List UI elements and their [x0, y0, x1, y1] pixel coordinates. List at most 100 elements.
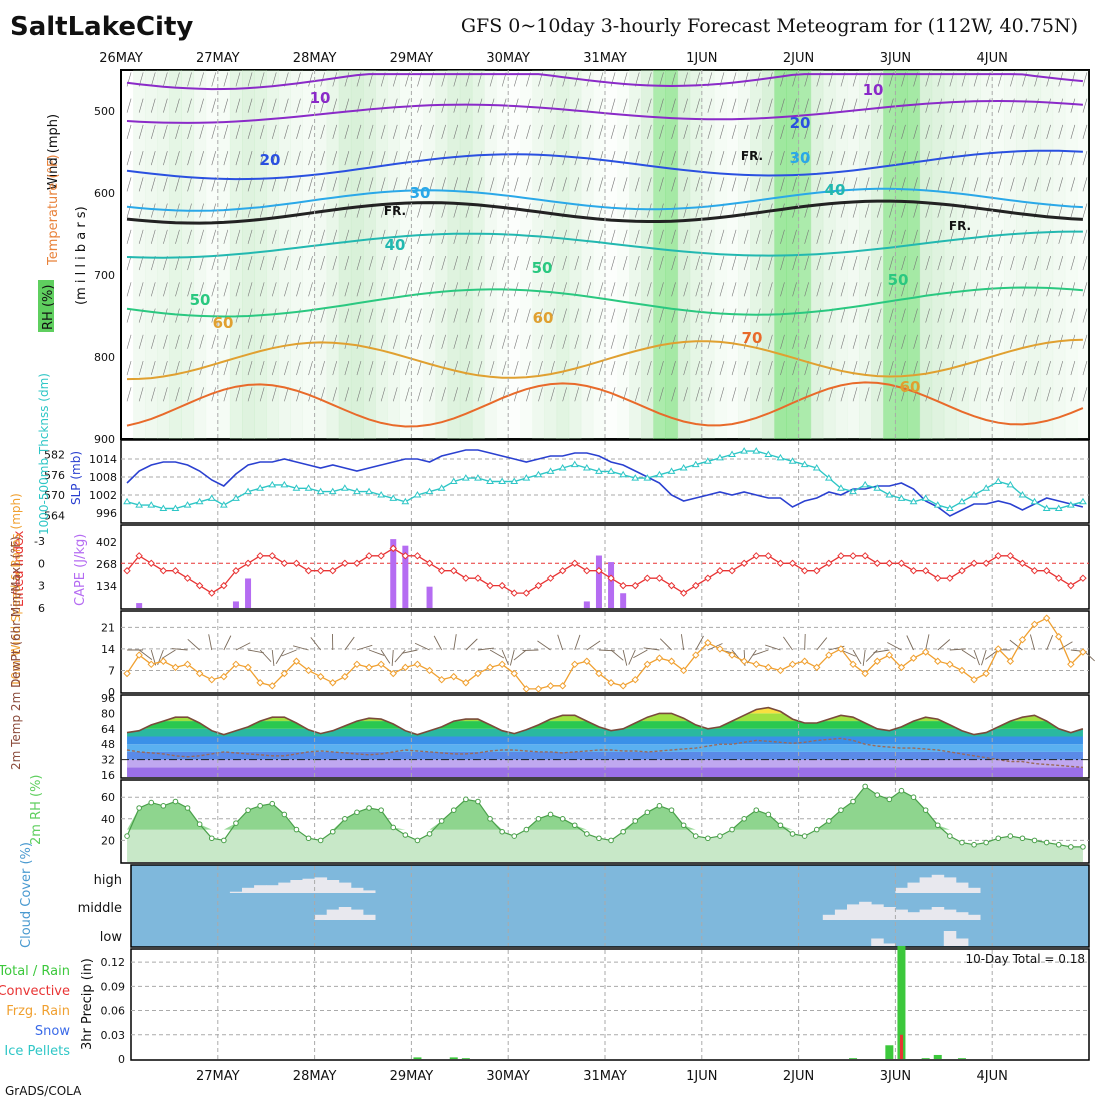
thickness-marker [353, 487, 361, 495]
lifted-index-marker [946, 574, 954, 582]
wind-barb-stroke [308, 203, 313, 218]
wind-barb-stroke [1046, 151, 1051, 166]
wind-barb-stroke [1010, 177, 1015, 192]
wind-speed-marker [195, 669, 204, 678]
cape-bar [232, 601, 239, 608]
wind-barb-stroke [743, 177, 749, 192]
wind-barb-stroke [574, 177, 580, 192]
wind-barb [1029, 634, 1035, 651]
wind-barb-stroke [949, 282, 955, 297]
wind-barb-stroke [513, 203, 519, 218]
rh-shade-column [883, 70, 896, 439]
lifted-index-marker [643, 574, 652, 582]
tick-label: 900 [94, 433, 115, 446]
wind-barb-stroke [1046, 124, 1051, 139]
wind-barb-stroke [235, 282, 241, 297]
isotherm-30 [126, 187, 1083, 212]
thickness-marker [425, 487, 434, 495]
rh-shade-column [145, 70, 158, 439]
wind-barb-stroke [768, 177, 773, 192]
rh-marker [559, 816, 566, 822]
wind-barb-stroke [465, 229, 471, 244]
rh-marker [584, 831, 590, 837]
cloud-bar [254, 885, 267, 893]
tick-label: 21 [101, 621, 115, 634]
wind-barb-stroke [417, 229, 422, 244]
lifted-index-marker [837, 552, 845, 560]
thickness-marker [449, 477, 458, 484]
wind-barb-stroke [453, 229, 459, 244]
lifted-index-marker [921, 567, 930, 575]
thickness-marker [982, 484, 991, 491]
wind-barb-stroke [985, 177, 991, 192]
thickness-marker [607, 467, 615, 474]
wind-barb-stroke [138, 151, 144, 166]
wind-barb [622, 649, 628, 666]
wind-barb-stroke [1046, 282, 1051, 297]
cloud-bar [871, 904, 884, 920]
rh-shade-column [399, 70, 412, 439]
tick-label: 1008 [89, 471, 117, 484]
wind-speed-marker [994, 645, 1002, 653]
wind-barb-stroke [659, 255, 664, 271]
rh-marker [644, 809, 651, 816]
cloud-bar [919, 877, 933, 893]
wind-barb [414, 642, 430, 651]
wind-barb-stroke [719, 387, 725, 402]
wind-barb-stroke [284, 282, 289, 297]
cloud-bar [895, 909, 908, 920]
thickness-marker [219, 501, 228, 508]
wind-barb-stroke [985, 334, 991, 349]
contour-label: 40 [825, 181, 846, 199]
contour-label: 60 [533, 309, 554, 327]
thickness-marker [316, 487, 325, 495]
thickness-marker [582, 464, 591, 471]
rh-marker [450, 807, 457, 813]
rh-marker [1031, 837, 1038, 844]
wind-barb-stroke [828, 255, 834, 271]
bottom-date-label: 27MAY [196, 1069, 240, 1084]
cape-bar [608, 562, 615, 608]
wind-barb-stroke [997, 282, 1003, 297]
precip-bars [413, 945, 966, 1059]
wind-barb-stroke [731, 229, 737, 244]
upper-air-grid [217, 70, 993, 439]
wind-barb-stroke [707, 282, 713, 297]
wind-barb-stroke [876, 203, 882, 218]
wind-speed-marker [534, 685, 543, 693]
wind-barb-stroke [864, 229, 870, 244]
ylabel-rh2m: 2m RH (%) [29, 774, 44, 845]
rh-shade-column [314, 70, 328, 439]
wind-barb-stroke [683, 360, 688, 376]
rh-marker [257, 803, 263, 809]
rh-marker [910, 794, 917, 801]
rh-shade-column [266, 70, 279, 439]
wind-barb-stroke [1046, 98, 1051, 113]
wind-barb-stroke [550, 72, 555, 87]
wind-barb-stroke [126, 255, 132, 271]
wind-barb-stroke [586, 282, 592, 297]
lifted-index-marker [619, 581, 627, 590]
wind-barb-stroke [780, 72, 785, 87]
wind-speed-marker [595, 669, 603, 678]
wind-barb-stroke [320, 255, 325, 271]
contour-label: 20 [260, 151, 281, 169]
tick-label: 1002 [89, 489, 117, 502]
tick-label: 0.06 [101, 1005, 126, 1018]
wind-barb-stroke [828, 177, 834, 192]
wind-barb-stroke [126, 203, 132, 218]
wind-barb-stroke [768, 124, 773, 139]
thickness-marker [788, 457, 797, 464]
wind-barb-stroke [949, 124, 955, 139]
wind-barb-stroke [864, 387, 870, 402]
wind-barb-stroke [538, 282, 543, 297]
wind-speed-marker [800, 657, 809, 665]
wind-barb-stroke [1082, 151, 1088, 166]
wind-barb-stroke [1046, 360, 1051, 376]
wind-barb-stroke [622, 255, 628, 271]
thickness-marker [268, 480, 277, 488]
wind-barb-stroke [695, 229, 701, 244]
wind-barb-stroke [344, 98, 350, 113]
thickness-marker [667, 467, 676, 474]
wind-barb-stroke [889, 255, 894, 271]
